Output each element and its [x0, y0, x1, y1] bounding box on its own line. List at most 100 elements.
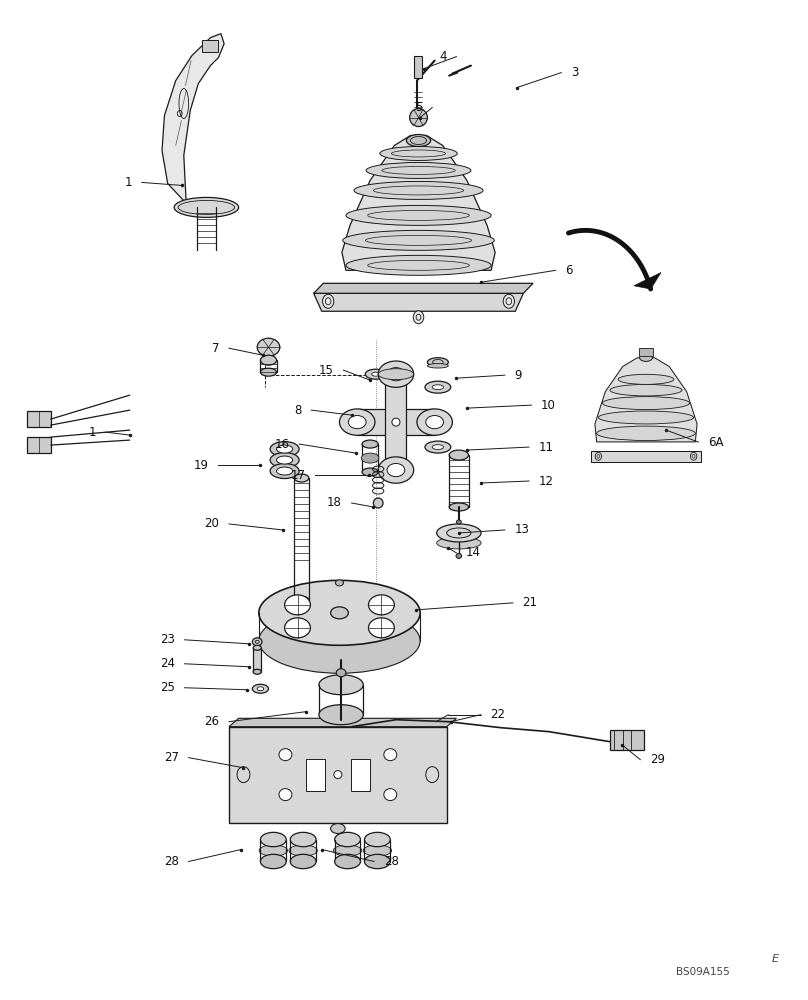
Text: E: E	[772, 954, 779, 964]
Ellipse shape	[640, 354, 652, 361]
Bar	[202, 40, 218, 52]
Ellipse shape	[290, 832, 316, 847]
Ellipse shape	[426, 767, 439, 783]
Text: 19: 19	[194, 459, 208, 472]
Ellipse shape	[289, 845, 318, 856]
Ellipse shape	[365, 369, 386, 379]
Ellipse shape	[378, 361, 414, 387]
Ellipse shape	[603, 397, 689, 410]
Text: 6: 6	[566, 264, 573, 277]
Text: 4: 4	[440, 50, 447, 63]
Polygon shape	[229, 718, 457, 727]
Ellipse shape	[336, 669, 346, 677]
Text: BS09A155: BS09A155	[675, 967, 730, 977]
Ellipse shape	[259, 845, 288, 856]
Ellipse shape	[252, 638, 262, 646]
Polygon shape	[314, 293, 524, 311]
Bar	[351, 759, 370, 791]
Ellipse shape	[252, 684, 268, 693]
Ellipse shape	[259, 580, 420, 645]
Polygon shape	[595, 358, 697, 442]
Bar	[414, 56, 422, 78]
Text: 3: 3	[571, 66, 579, 79]
Text: 8: 8	[294, 404, 301, 417]
Ellipse shape	[690, 452, 696, 460]
Ellipse shape	[361, 453, 379, 463]
Ellipse shape	[348, 416, 366, 429]
Ellipse shape	[362, 468, 378, 476]
Ellipse shape	[260, 368, 276, 376]
Text: 23: 23	[160, 633, 175, 646]
Ellipse shape	[378, 369, 414, 380]
Ellipse shape	[346, 255, 491, 275]
Ellipse shape	[436, 537, 481, 549]
Ellipse shape	[260, 854, 286, 869]
Ellipse shape	[363, 845, 392, 856]
Ellipse shape	[387, 368, 405, 381]
Ellipse shape	[618, 374, 674, 384]
Text: 14: 14	[466, 546, 481, 559]
Ellipse shape	[417, 409, 452, 435]
Ellipse shape	[436, 524, 481, 542]
Ellipse shape	[596, 426, 696, 440]
Ellipse shape	[427, 358, 448, 367]
Polygon shape	[314, 283, 533, 293]
Text: 7: 7	[212, 342, 219, 355]
Ellipse shape	[237, 767, 250, 783]
Ellipse shape	[270, 464, 299, 479]
Text: 6A: 6A	[708, 436, 724, 449]
Polygon shape	[162, 34, 224, 203]
Ellipse shape	[372, 372, 380, 376]
Ellipse shape	[425, 381, 451, 393]
Ellipse shape	[174, 197, 238, 217]
Text: 28: 28	[384, 855, 398, 868]
Ellipse shape	[432, 445, 444, 449]
Ellipse shape	[432, 385, 444, 390]
Text: 11: 11	[539, 441, 553, 454]
Ellipse shape	[410, 109, 427, 127]
Ellipse shape	[319, 705, 364, 725]
Ellipse shape	[334, 771, 342, 779]
Ellipse shape	[276, 456, 292, 464]
Ellipse shape	[259, 608, 420, 673]
Polygon shape	[634, 272, 661, 289]
Ellipse shape	[503, 294, 515, 308]
Ellipse shape	[449, 503, 469, 511]
Ellipse shape	[456, 553, 461, 558]
Ellipse shape	[380, 146, 457, 160]
Text: 1: 1	[124, 176, 133, 189]
Bar	[639, 348, 653, 356]
Ellipse shape	[335, 832, 360, 847]
Ellipse shape	[595, 452, 601, 460]
Text: 29: 29	[650, 753, 665, 766]
Ellipse shape	[354, 181, 483, 199]
Ellipse shape	[279, 789, 292, 801]
Text: 25: 25	[160, 681, 175, 694]
Ellipse shape	[270, 442, 299, 457]
Text: 24: 24	[160, 657, 175, 670]
Text: 18: 18	[327, 496, 342, 509]
Polygon shape	[591, 451, 701, 462]
Ellipse shape	[599, 411, 693, 424]
Ellipse shape	[294, 474, 309, 482]
Ellipse shape	[279, 749, 292, 761]
Ellipse shape	[335, 580, 343, 586]
Ellipse shape	[362, 440, 378, 448]
Ellipse shape	[339, 409, 375, 435]
Ellipse shape	[425, 441, 451, 453]
Polygon shape	[385, 374, 406, 470]
Text: 12: 12	[539, 475, 553, 488]
Ellipse shape	[387, 463, 405, 477]
Ellipse shape	[257, 338, 280, 356]
Ellipse shape	[364, 832, 390, 847]
Text: 1: 1	[88, 426, 96, 439]
Ellipse shape	[260, 832, 286, 847]
Ellipse shape	[343, 230, 494, 250]
Ellipse shape	[384, 749, 397, 761]
Text: 13: 13	[515, 523, 529, 536]
Ellipse shape	[253, 645, 261, 650]
Polygon shape	[229, 727, 447, 823]
Text: 20: 20	[204, 517, 219, 530]
Ellipse shape	[276, 467, 292, 475]
Ellipse shape	[364, 854, 390, 869]
